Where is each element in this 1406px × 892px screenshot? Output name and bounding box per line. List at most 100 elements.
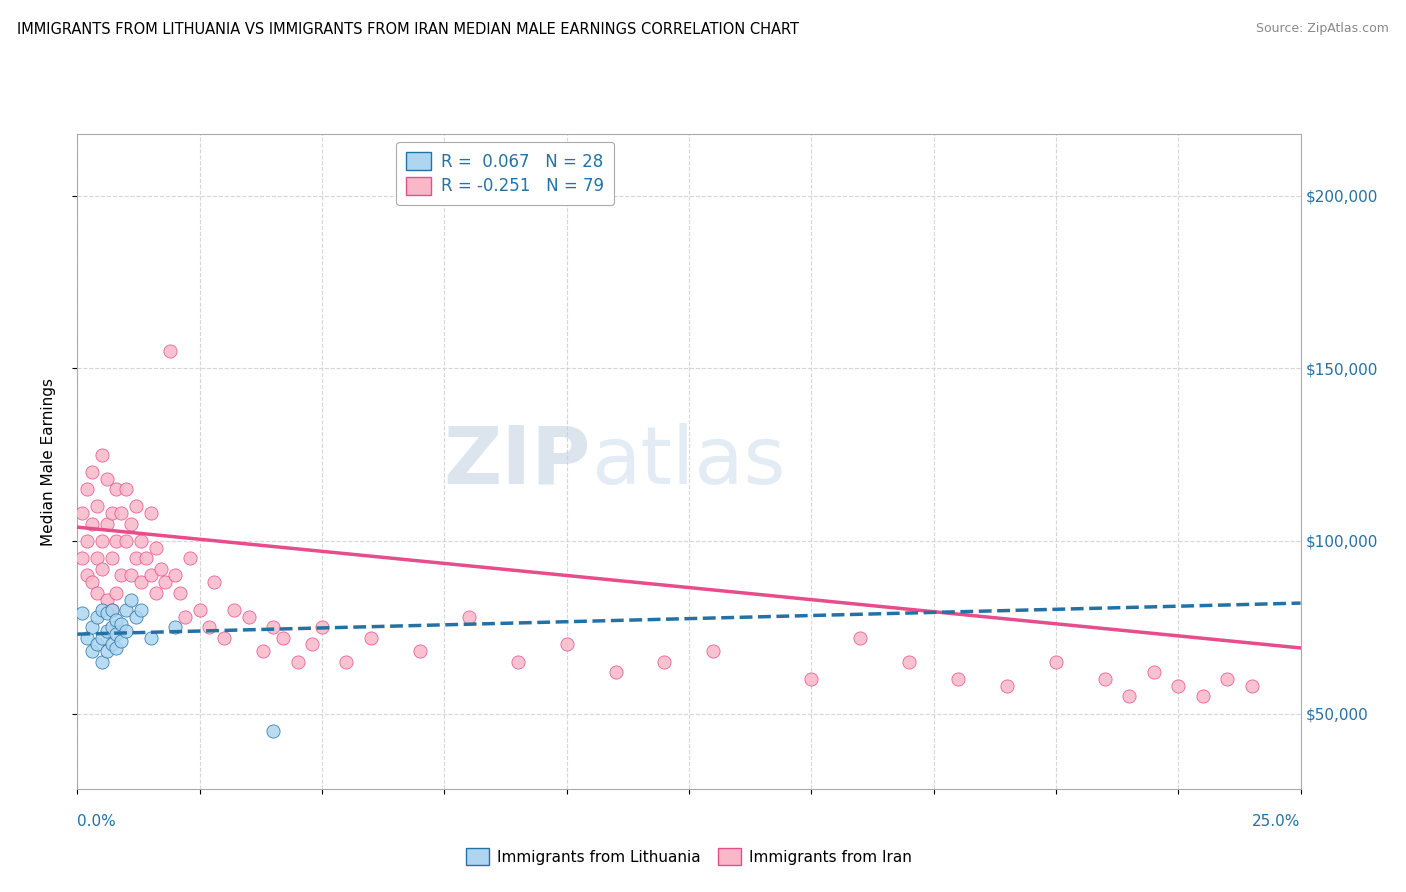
Point [80,465,103,479]
Point [1240,679,1263,693]
Point [80,644,103,658]
Point [70,607,93,621]
Point [800,672,823,686]
Point [90,603,112,617]
Point [96,516,118,531]
Point [105,613,128,627]
Point [1118,690,1140,704]
Point [96,607,118,621]
Point [70,507,93,521]
Point [105,627,128,641]
Point [335,655,357,669]
Point [120,568,142,582]
Point [115,482,138,496]
Point [129,533,152,548]
Point [90,448,112,462]
Point [70,551,93,566]
Point [76,533,98,548]
Point [139,631,162,645]
Point [159,344,181,359]
Point [86,500,108,514]
Point [311,620,333,634]
Point [105,533,128,548]
Point [165,568,187,582]
Point [135,551,157,566]
Point [90,561,112,575]
Point [1045,655,1067,669]
Point [115,533,138,548]
Point [1094,672,1116,686]
Point [849,631,872,645]
Text: 25.0%: 25.0% [1253,814,1301,829]
Point [1167,679,1189,693]
Point [120,516,142,531]
Text: atlas: atlas [591,423,786,500]
Y-axis label: Median Male Earnings: Median Male Earnings [42,377,56,546]
Point [222,603,245,617]
Point [100,638,122,652]
Text: Source: ZipAtlas.com: Source: ZipAtlas.com [1256,22,1389,36]
Point [76,568,98,582]
Point [149,561,172,575]
Point [115,603,138,617]
Point [174,610,197,624]
Point [165,620,187,634]
Point [125,551,148,566]
Point [1191,690,1213,704]
Point [100,551,122,566]
Point [262,723,284,738]
Point [100,603,122,617]
Point [90,533,112,548]
Point [198,620,221,634]
Point [110,634,132,648]
Point [252,644,274,658]
Point [238,610,260,624]
Point [188,603,211,617]
Point [1216,672,1239,686]
Text: 0.0%: 0.0% [77,814,117,829]
Point [179,551,201,566]
Point [100,507,122,521]
Point [145,541,167,555]
Point [125,610,148,624]
Point [457,610,479,624]
Point [155,575,177,590]
Point [946,672,969,686]
Point [262,620,284,634]
Point [169,586,191,600]
Point [139,568,162,582]
Point [995,679,1018,693]
Point [129,575,152,590]
Point [86,610,108,624]
Point [90,631,112,645]
Point [76,482,98,496]
Point [271,631,294,645]
Point [80,575,103,590]
Point [360,631,382,645]
Point [90,655,112,669]
Point [120,592,142,607]
Point [100,620,122,634]
Point [301,638,323,652]
Point [105,482,128,496]
Point [86,638,108,652]
Point [96,624,118,638]
Legend: R =  0.067   N = 28, R = -0.251   N = 79: R = 0.067 N = 28, R = -0.251 N = 79 [396,142,614,205]
Point [110,568,132,582]
Point [654,655,676,669]
Point [409,644,432,658]
Text: IMMIGRANTS FROM LITHUANIA VS IMMIGRANTS FROM IRAN MEDIAN MALE EARNINGS CORRELATI: IMMIGRANTS FROM LITHUANIA VS IMMIGRANTS … [17,22,799,37]
Point [115,624,138,638]
Point [105,586,128,600]
Point [76,631,98,645]
Point [1143,665,1166,679]
Point [129,603,152,617]
Point [110,507,132,521]
Point [86,551,108,566]
Point [96,644,118,658]
Point [898,655,921,669]
Point [110,616,132,631]
Point [702,644,724,658]
Point [96,592,118,607]
Point [100,603,122,617]
